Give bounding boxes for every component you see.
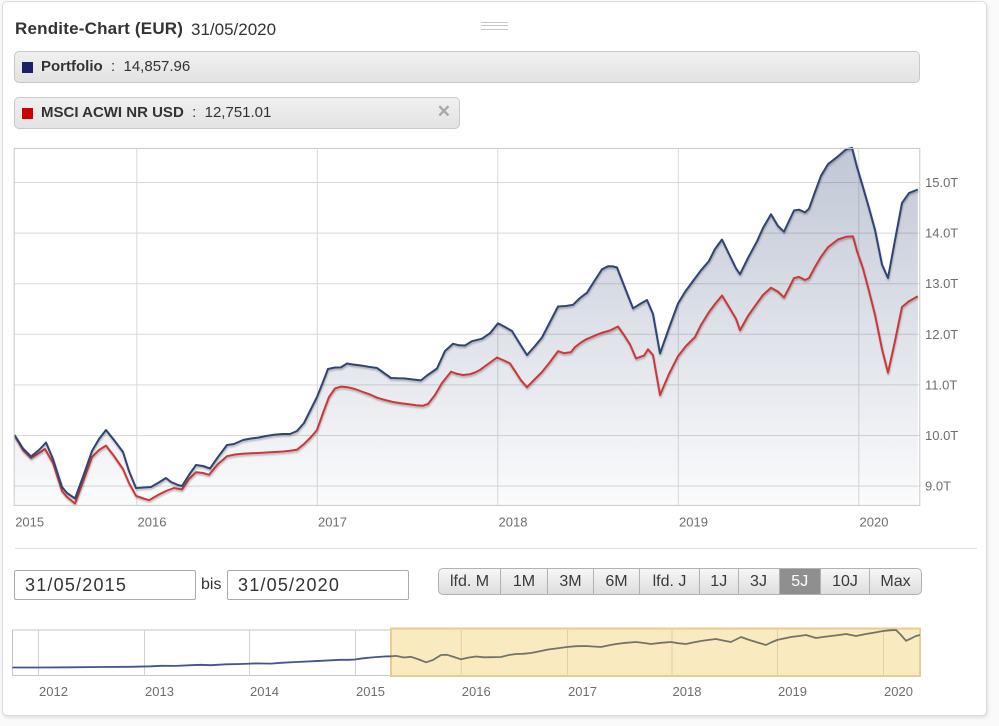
svg-text:2013: 2013 (145, 684, 174, 699)
svg-text:2017: 2017 (568, 684, 597, 699)
svg-text:11.0T: 11.0T (925, 377, 957, 392)
svg-text:12.0T: 12.0T (925, 327, 958, 342)
svg-text:2017: 2017 (318, 515, 347, 530)
svg-text:9.0T: 9.0T (925, 479, 951, 494)
svg-text:2019: 2019 (679, 515, 708, 530)
svg-text:2015: 2015 (15, 515, 44, 530)
svg-text:2019: 2019 (778, 684, 807, 699)
svg-text:2020: 2020 (884, 684, 913, 699)
svg-text:2020: 2020 (860, 515, 889, 530)
svg-text:2018: 2018 (499, 515, 528, 530)
svg-text:13.0T: 13.0T (925, 276, 958, 291)
svg-text:2014: 2014 (250, 684, 279, 699)
svg-text:10.0T: 10.0T (925, 428, 958, 443)
svg-text:2012: 2012 (39, 684, 68, 699)
svg-text:2016: 2016 (462, 684, 491, 699)
svg-text:2015: 2015 (356, 684, 385, 699)
svg-text:2016: 2016 (138, 515, 167, 530)
svg-text:15.0T: 15.0T (925, 175, 958, 190)
svg-text:14.0T: 14.0T (925, 226, 958, 241)
svg-text:2018: 2018 (673, 684, 702, 699)
